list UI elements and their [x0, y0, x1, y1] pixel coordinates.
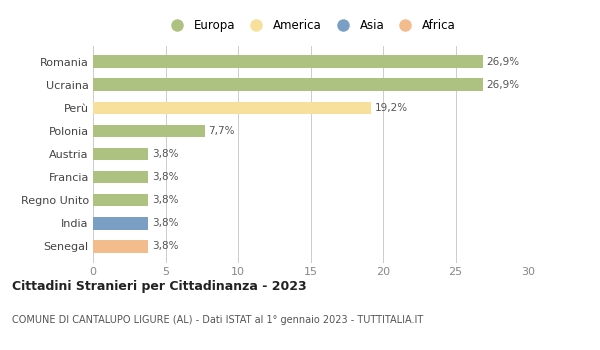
Bar [93, 240, 148, 253]
Text: 26,9%: 26,9% [487, 80, 520, 90]
Bar [93, 194, 148, 206]
Text: 3,8%: 3,8% [152, 241, 178, 251]
Text: 26,9%: 26,9% [487, 57, 520, 67]
Text: 3,8%: 3,8% [152, 218, 178, 228]
Bar [93, 102, 371, 114]
Bar [93, 55, 483, 68]
Bar [93, 125, 205, 137]
Bar [93, 217, 148, 230]
Text: 3,8%: 3,8% [152, 172, 178, 182]
Text: 19,2%: 19,2% [375, 103, 408, 113]
Bar [93, 171, 148, 183]
Text: 7,7%: 7,7% [208, 126, 235, 136]
Text: 3,8%: 3,8% [152, 149, 178, 159]
Text: 3,8%: 3,8% [152, 195, 178, 205]
Legend: Europa, America, Asia, Africa: Europa, America, Asia, Africa [165, 19, 456, 32]
Text: COMUNE DI CANTALUPO LIGURE (AL) - Dati ISTAT al 1° gennaio 2023 - TUTTITALIA.IT: COMUNE DI CANTALUPO LIGURE (AL) - Dati I… [12, 315, 423, 325]
Bar [93, 78, 483, 91]
Bar [93, 148, 148, 160]
Text: Cittadini Stranieri per Cittadinanza - 2023: Cittadini Stranieri per Cittadinanza - 2… [12, 280, 307, 293]
